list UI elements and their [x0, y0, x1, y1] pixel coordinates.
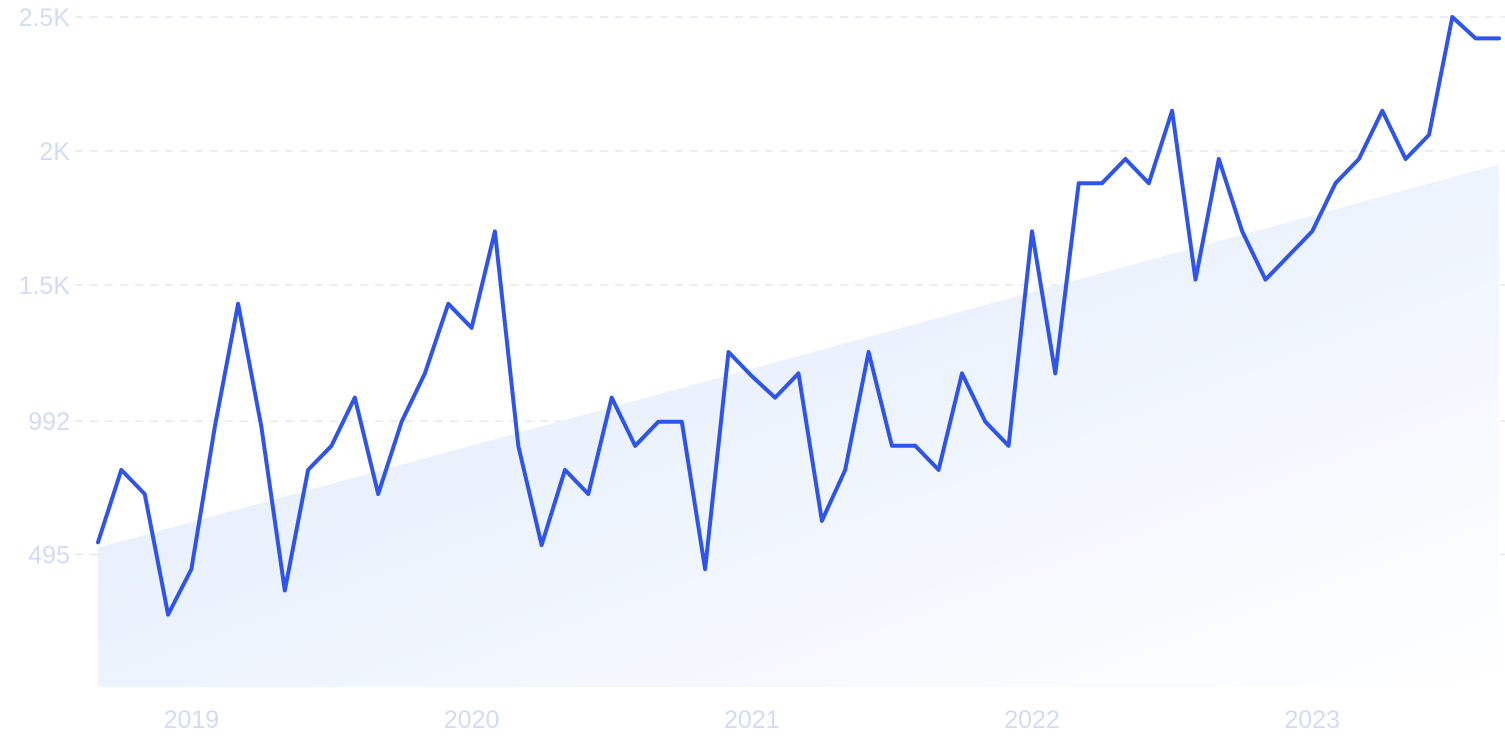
y-tick-label: 992 [28, 408, 70, 436]
y-tick-label: 2K [39, 138, 70, 166]
x-tick-label: 2021 [724, 706, 780, 734]
x-tick-label: 2023 [1284, 706, 1340, 734]
y-tick-label: 1.5K [19, 272, 71, 300]
y-tick-label: 2.5K [19, 4, 71, 32]
y-tick-label: 495 [28, 541, 70, 569]
x-tick-label: 2020 [444, 706, 500, 734]
y-axis-ticks: 495 992 1.5K 2K 2.5K [19, 4, 71, 569]
trend-area-shape [98, 164, 1499, 687]
series-line-path [96, 15, 1501, 617]
x-tick-label: 2019 [164, 706, 220, 734]
x-axis-ticks: 2019 2020 2021 2022 2023 [164, 706, 1340, 734]
series-line [96, 15, 1501, 617]
x-tick-label: 2022 [1004, 706, 1060, 734]
trend-area [98, 164, 1499, 687]
